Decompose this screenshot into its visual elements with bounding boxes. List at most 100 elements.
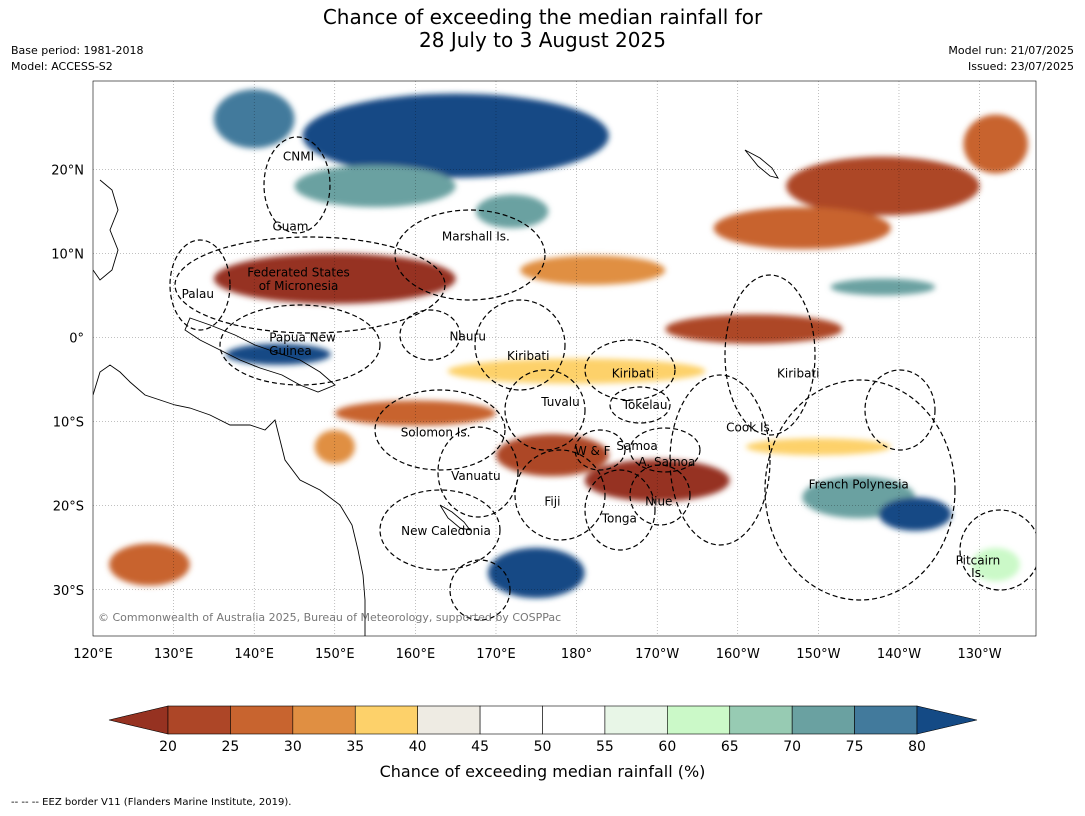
meta-left: Base period: 1981-2018 Model: ACCESS-S2	[11, 43, 143, 75]
coast-australia	[93, 364, 366, 636]
field-region-6	[963, 114, 1028, 174]
colorbar-tick-label: 30	[284, 739, 302, 755]
colorbar-tick-label: 50	[534, 739, 552, 755]
colorbar-over-triangle	[916, 705, 978, 735]
eez-pitcairn	[959, 509, 1036, 591]
issued-text: Issued: 23/07/2025	[967, 60, 1074, 73]
colorbar-segment	[230, 705, 294, 735]
eez-cook	[669, 374, 771, 546]
x-tick-label: 140°W	[877, 647, 921, 662]
region-label: Federated States	[247, 266, 349, 280]
field-region-20	[109, 543, 190, 586]
region-label: Kiribati	[612, 367, 654, 381]
region-label: Marshall Is.	[442, 230, 510, 244]
colorbar-segment	[667, 705, 731, 735]
colorbar-segment	[354, 705, 418, 735]
colorbar-tick-label: 65	[721, 739, 739, 755]
eez-solomon	[374, 389, 506, 471]
eez-png	[219, 304, 381, 386]
region-label: Tokelau	[622, 398, 668, 412]
coast-new-caledonia	[439, 504, 472, 531]
chart-title: Chance of exceeding the median rainfall …	[0, 6, 1085, 52]
region-label: Pitcairn	[956, 553, 1001, 567]
field-region-11	[225, 343, 331, 365]
colorbar-tick-label: 80	[908, 739, 926, 755]
field-region-9	[665, 314, 843, 344]
x-tick-label: 150°W	[796, 647, 840, 662]
coast-new-guinea	[184, 317, 336, 393]
eez-fsm	[174, 236, 446, 334]
region-label: CNMI	[283, 150, 314, 164]
field-region-10	[830, 278, 936, 296]
eez-palau	[169, 239, 231, 331]
colorbar-title: Chance of exceeding median rainfall (%)	[379, 762, 706, 781]
colorbar-segment	[542, 705, 606, 735]
coastlines	[93, 149, 779, 636]
colorbar-tick-label: 40	[409, 739, 427, 755]
region-label: New Caledonia	[401, 524, 491, 538]
copyright-text: © Commonwealth of Australia 2025, Bureau…	[98, 611, 561, 624]
base-period-text: Base period: 1981-2018	[11, 44, 144, 57]
x-tick-label: 170°W	[635, 647, 679, 662]
field-region-13	[334, 400, 496, 426]
eez-vanuatu	[437, 426, 519, 518]
eez-borders	[169, 136, 1036, 621]
region-label: Tonga	[601, 511, 637, 525]
eez-cnmi	[263, 136, 331, 234]
region-label: Kiribati	[777, 367, 819, 381]
colorbar: 20 25 30 35 40 45 50 55 60 65 70 75 80	[108, 705, 978, 755]
title-line-1: Chance of exceeding the median rainfall …	[322, 5, 763, 29]
x-tick-label: 130°E	[154, 647, 194, 662]
colorbar-tick-label: 25	[222, 739, 240, 755]
x-tick-label: 140°E	[234, 647, 274, 662]
colorbar-tick-label: 35	[346, 739, 364, 755]
x-tick-label: 120°E	[73, 647, 113, 662]
x-tick-label: 130°W	[957, 647, 1001, 662]
model-text: Model: ACCESS-S2	[11, 60, 113, 73]
colorbar-tick-label: 60	[658, 739, 676, 755]
colorbar-segment	[479, 705, 543, 735]
axes: 120°E 130°E 140°E 150°E 160°E 170°E 180° 170°W 1…	[51, 163, 1002, 662]
region-label: French Polynesia	[809, 478, 909, 492]
colorbar-tick-label: 70	[783, 739, 801, 755]
gridlines	[93, 81, 1036, 636]
y-tick-label: 0°	[69, 331, 84, 346]
field-region-0	[302, 93, 609, 178]
colorbar-segment	[854, 705, 918, 735]
region-label: Papua New	[269, 330, 336, 344]
y-tick-label: 10°N	[51, 247, 84, 262]
x-tick-label: 170°E	[476, 647, 516, 662]
colorbar-tick-label: 55	[596, 739, 614, 755]
eez-new-caledonia	[379, 489, 501, 571]
eez-tokelau	[609, 386, 671, 424]
region-label: Nauru	[450, 330, 486, 344]
colorbar-segment	[604, 705, 668, 735]
region-label: Vanuatu	[451, 469, 501, 483]
eez-samoa	[629, 427, 701, 473]
eez-nauru	[399, 309, 461, 361]
region-label: A. Samoa	[638, 455, 695, 469]
eez-kiribati-central	[584, 339, 676, 401]
region-label: Solomon Is.	[401, 426, 471, 440]
field-region-3	[475, 194, 549, 229]
probability-field	[109, 89, 1028, 599]
region-label: Is.	[971, 566, 985, 580]
field-region-16	[745, 438, 891, 456]
colorbar-tick-label: 75	[846, 739, 864, 755]
model-run-text: Model run: 21/07/2025	[948, 44, 1074, 57]
colorbar-segment	[729, 705, 793, 735]
field-region-2	[294, 165, 456, 208]
region-label: Kiribati	[507, 349, 549, 363]
field-region-7	[213, 253, 456, 304]
map-frame	[92, 80, 1037, 637]
region-label: Niue	[645, 494, 672, 508]
x-tick-label: 160°E	[396, 647, 436, 662]
region-label: Fiji	[544, 494, 560, 508]
field-region-21	[314, 429, 355, 464]
eez-kiribati-west	[474, 299, 566, 391]
eez-wallis-futuna	[574, 429, 626, 471]
eez-marshall	[394, 209, 546, 301]
